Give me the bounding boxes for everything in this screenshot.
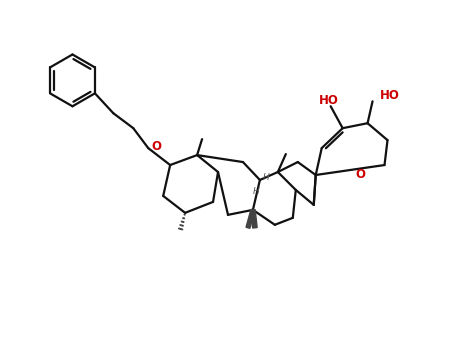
- Text: HO: HO: [319, 94, 339, 107]
- Polygon shape: [246, 209, 255, 228]
- Text: HO: HO: [379, 89, 399, 102]
- Polygon shape: [251, 210, 257, 228]
- Text: H: H: [263, 174, 269, 182]
- Text: H: H: [253, 188, 259, 196]
- Text: O: O: [151, 140, 161, 153]
- Text: O: O: [355, 168, 365, 182]
